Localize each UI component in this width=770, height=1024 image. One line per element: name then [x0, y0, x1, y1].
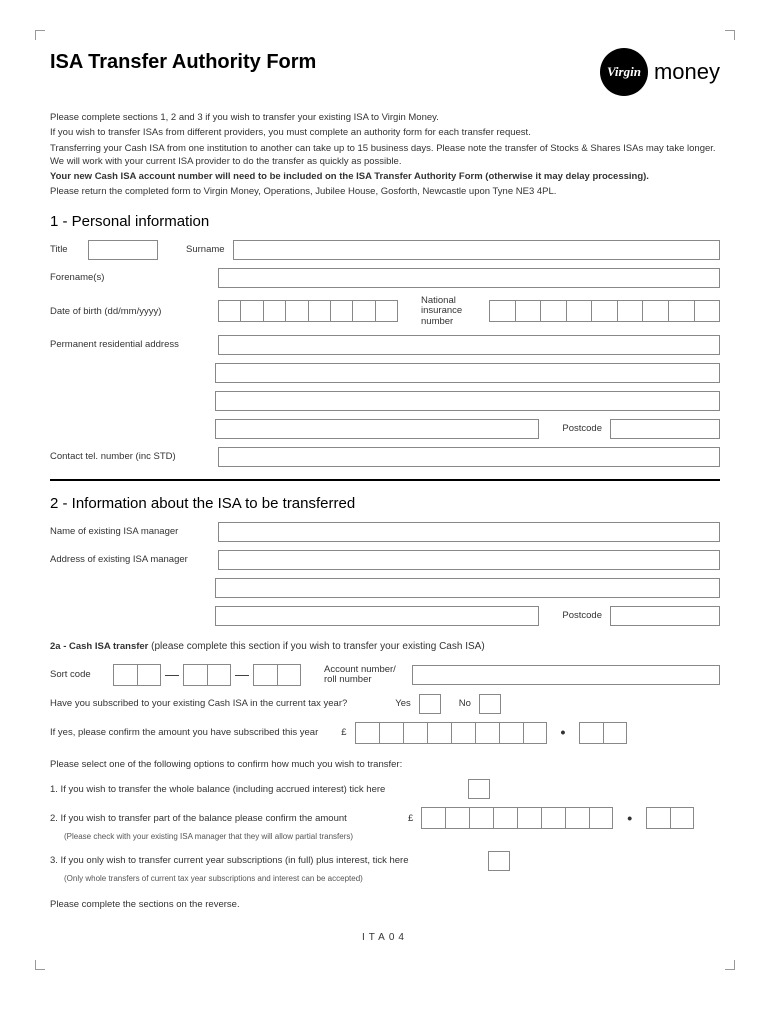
row-title-surname: Title Surname: [50, 240, 720, 260]
row-opt3: 3. If you only wish to transfer current …: [50, 851, 720, 871]
row-forenames: Forename(s): [50, 268, 720, 288]
pound-1: £: [341, 726, 346, 739]
label-account: Account number/ roll number: [324, 665, 404, 686]
label-tel: Contact tel. number (inc STD): [50, 450, 210, 463]
sort-code-cells[interactable]: — —: [113, 664, 301, 686]
manager-name-field[interactable]: [218, 522, 720, 542]
postcode-field-2[interactable]: [610, 606, 720, 626]
pound-2: £: [408, 812, 413, 825]
section2-title: 2 - Information about the ISA to be tran…: [50, 493, 720, 514]
header: ISA Transfer Authority Form Virgin money: [50, 48, 720, 96]
reverse-note: Please complete the sections on the reve…: [50, 898, 720, 911]
section1-title: 1 - Personal information: [50, 211, 720, 232]
label-ni: National insurance number: [421, 296, 481, 327]
page-title: ISA Transfer Authority Form: [50, 48, 316, 76]
yes-checkbox[interactable]: [419, 694, 441, 714]
title-field[interactable]: [88, 240, 158, 260]
row-dob-ni: Date of birth (dd/mm/yyyy) National insu…: [50, 296, 720, 327]
opt3-checkbox[interactable]: [488, 851, 510, 871]
row-manager-name: Name of existing ISA manager: [50, 522, 720, 542]
label-yes: Yes: [395, 697, 411, 710]
amount-cells-2[interactable]: [421, 807, 613, 829]
surname-field[interactable]: [233, 240, 720, 260]
label-manager-addr: Address of existing ISA manager: [50, 553, 210, 566]
address-field-1[interactable]: [218, 335, 720, 355]
crop-marks-top: [50, 30, 720, 38]
label-surname: Surname: [186, 243, 225, 256]
crop-marks-bottom: [50, 955, 720, 965]
row-opt1: 1. If you wish to transfer the whole bal…: [50, 779, 720, 799]
postcode-field[interactable]: [610, 419, 720, 439]
row-sort-account: Sort code — — Account number/ roll numbe…: [50, 664, 720, 686]
label-manager-name: Name of existing ISA manager: [50, 525, 210, 538]
label-opt2: 2. If you wish to transfer part of the b…: [50, 812, 400, 825]
row-subscribed-q: Have you subscribed to your existing Cas…: [50, 694, 720, 714]
address-field-3[interactable]: [215, 391, 720, 411]
manager-addr-field-3[interactable]: [215, 606, 539, 626]
label-opt1: 1. If you wish to transfer the whole bal…: [50, 783, 460, 796]
amount-pence-1[interactable]: [579, 722, 627, 744]
row-address-1: Permanent residential address: [50, 335, 720, 355]
intro-p2: If you wish to transfer ISAs from differ…: [50, 126, 720, 139]
virgin-logo-icon: Virgin: [600, 48, 648, 96]
row-opt2: 2. If you wish to transfer part of the b…: [50, 807, 720, 829]
label-dob: Date of birth (dd/mm/yyyy): [50, 305, 210, 318]
label-sort: Sort code: [50, 668, 105, 681]
ni-cells[interactable]: [489, 300, 720, 322]
label-address: Permanent residential address: [50, 338, 210, 351]
opt1-checkbox[interactable]: [468, 779, 490, 799]
label-postcode: Postcode: [562, 422, 602, 435]
manager-addr-field-1[interactable]: [218, 550, 720, 570]
logo-text: money: [654, 57, 720, 88]
amount-pence-2[interactable]: [646, 807, 694, 829]
intro-text: Please complete sections 1, 2 and 3 if y…: [50, 111, 720, 199]
manager-addr-field-2[interactable]: [215, 578, 720, 598]
forenames-field[interactable]: [218, 268, 720, 288]
opt3-note: (Only whole transfers of current tax yea…: [50, 873, 720, 884]
options-intro: Please select one of the following optio…: [50, 758, 720, 771]
row-manager-addr-1: Address of existing ISA manager: [50, 550, 720, 570]
label-title: Title: [50, 243, 80, 256]
row-confirm-amount: If yes, please confirm the amount you ha…: [50, 722, 720, 744]
amount-cells-1[interactable]: [355, 722, 547, 744]
section-divider: [50, 479, 720, 481]
label-subscribed: Have you subscribed to your existing Cas…: [50, 697, 347, 710]
tel-field[interactable]: [218, 447, 720, 467]
intro-p3: Transferring your Cash ISA from one inst…: [50, 142, 720, 169]
intro-p5: Please return the completed form to Virg…: [50, 185, 720, 198]
section2a-heading: 2a - Cash ISA transfer (please complete …: [50, 640, 720, 654]
account-field[interactable]: [412, 665, 720, 685]
intro-p1: Please complete sections 1, 2 and 3 if y…: [50, 111, 720, 124]
logo: Virgin money: [600, 48, 720, 96]
footer-code: ITA04: [50, 931, 720, 945]
label-confirm-amount: If yes, please confirm the amount you ha…: [50, 726, 318, 739]
row-tel: Contact tel. number (inc STD): [50, 447, 720, 467]
label-no: No: [459, 697, 471, 710]
label-forenames: Forename(s): [50, 271, 210, 284]
address-field-2[interactable]: [215, 363, 720, 383]
label-postcode-2: Postcode: [562, 609, 602, 622]
address-field-4[interactable]: [215, 419, 539, 439]
no-checkbox[interactable]: [479, 694, 501, 714]
dob-cells[interactable]: [218, 300, 398, 322]
label-opt3: 3. If you only wish to transfer current …: [50, 854, 480, 867]
opt2-note: (Please check with your existing ISA man…: [50, 831, 720, 842]
intro-p4: Your new Cash ISA account number will ne…: [50, 170, 720, 183]
